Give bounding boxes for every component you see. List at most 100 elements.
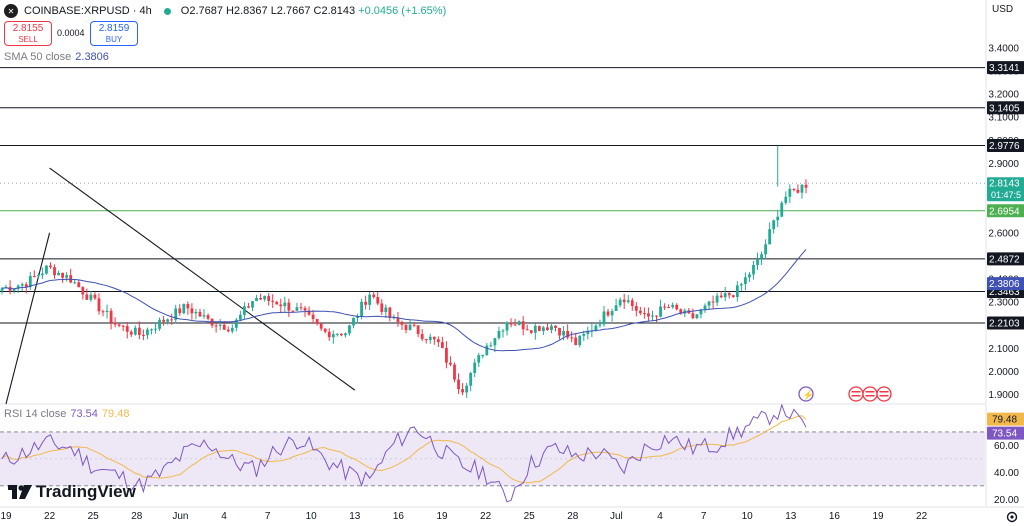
candle-body	[372, 294, 376, 298]
candle-body	[279, 304, 283, 307]
sma-price-tag-label: 2.3806	[989, 279, 1020, 290]
candle-body	[335, 333, 339, 335]
candle-body	[558, 328, 561, 336]
candle-body	[0, 288, 4, 291]
candle-body	[283, 302, 287, 307]
candle-body	[174, 308, 178, 320]
candle-body	[517, 321, 521, 326]
candle-body	[61, 272, 65, 278]
candle-body	[323, 328, 327, 332]
candle-body	[800, 184, 804, 193]
time-tick-label: 4	[657, 511, 663, 522]
rsi-value: 73.54	[70, 408, 98, 420]
price-level-label: 2.6954	[989, 206, 1020, 217]
candle-body	[251, 301, 254, 308]
candle-body	[117, 324, 121, 326]
candle-body	[166, 319, 170, 322]
candle-body	[715, 295, 719, 303]
candle-body	[218, 324, 222, 326]
candle-body	[691, 313, 695, 319]
tradingview-logo-icon	[8, 485, 32, 499]
candle-body	[477, 355, 481, 363]
time-tick-label: 22	[916, 511, 928, 522]
candle-body	[344, 333, 347, 336]
candle-body	[457, 379, 460, 390]
candle-body	[416, 325, 420, 335]
flag-stripe	[879, 391, 889, 393]
candle-body	[125, 326, 129, 332]
candle-body	[606, 311, 610, 316]
rsi-legend[interactable]: RSI 14 close 73.54 79.48	[4, 408, 129, 420]
candle-body	[360, 301, 363, 316]
candle-body	[412, 324, 416, 326]
candle-body	[331, 334, 335, 338]
candle-body	[622, 299, 626, 303]
candle-body	[194, 311, 198, 314]
buy-label: BUY	[105, 35, 123, 44]
candle-body	[465, 385, 469, 393]
candle-body	[85, 294, 89, 300]
candle-body	[190, 308, 194, 314]
time-tick-label: 28	[131, 511, 143, 522]
currency-label[interactable]: USD	[992, 4, 1014, 15]
candle-body	[146, 329, 149, 336]
candle-body	[182, 304, 186, 314]
candle-body	[263, 296, 267, 300]
close-value: C2.8143	[313, 5, 356, 17]
candle-body	[529, 330, 533, 333]
candle-body	[295, 307, 299, 311]
symbol-title[interactable]: COINBASE:XRPUSD · 4h	[24, 5, 152, 17]
sma-price-tag	[987, 277, 1024, 291]
rsi-tag	[987, 426, 1024, 440]
candle-body	[408, 324, 412, 331]
candle-body	[780, 202, 784, 217]
candle-body	[659, 306, 662, 317]
candle-body	[473, 362, 477, 373]
candle-body	[214, 325, 218, 327]
candle-body	[735, 285, 739, 297]
brand-name: TradingView	[36, 482, 136, 501]
price-level-tag	[987, 101, 1024, 115]
symbol-legend: ✕ COINBASE:XRPUSD · 4h O2.7687 H2.8367 L…	[4, 3, 446, 19]
candle-body	[396, 317, 400, 322]
candle-body	[400, 321, 404, 325]
candle-body	[243, 306, 246, 315]
candle-body	[509, 322, 513, 325]
open-value: O2.7687	[180, 5, 223, 17]
sell-button[interactable]: 2.8155 SELL	[4, 21, 52, 46]
buy-price: 2.8159	[98, 23, 130, 34]
candle-body	[497, 331, 501, 339]
price-level-label: 3.3141	[989, 63, 1020, 74]
candle-body	[24, 284, 28, 288]
candle-body	[162, 319, 166, 322]
candle-body	[339, 333, 343, 336]
sma-legend[interactable]: SMA 50 close 2.3806	[4, 51, 109, 63]
candle-body	[804, 184, 808, 188]
candle-body	[41, 273, 44, 276]
flag-stripe	[851, 391, 861, 393]
candle-body	[259, 298, 262, 300]
price-tick-label: 2.3000	[988, 298, 1019, 309]
candle-body	[202, 315, 206, 317]
candle-body	[352, 317, 355, 326]
candle-body	[77, 282, 81, 288]
events-group	[798, 386, 892, 402]
candle-body	[109, 310, 113, 323]
trend-channel-line	[5, 232, 51, 405]
tradingview-logo[interactable]: TradingView	[8, 482, 136, 502]
candle-body	[97, 298, 101, 312]
buy-button[interactable]: 2.8159 BUY	[90, 21, 138, 46]
settings-gear-icon[interactable]	[1006, 511, 1018, 523]
candle-body	[307, 310, 311, 315]
gear-hub	[1010, 515, 1014, 519]
time-tick-label: Jun	[172, 511, 188, 522]
candle-body	[788, 188, 792, 197]
candle-body	[521, 321, 525, 330]
candle-body	[319, 323, 323, 329]
candle-body	[89, 294, 93, 300]
candle-body	[655, 315, 658, 317]
candle-body	[28, 276, 32, 288]
sma-value: 2.3806	[75, 51, 109, 63]
time-tick-label: 22	[480, 511, 492, 522]
